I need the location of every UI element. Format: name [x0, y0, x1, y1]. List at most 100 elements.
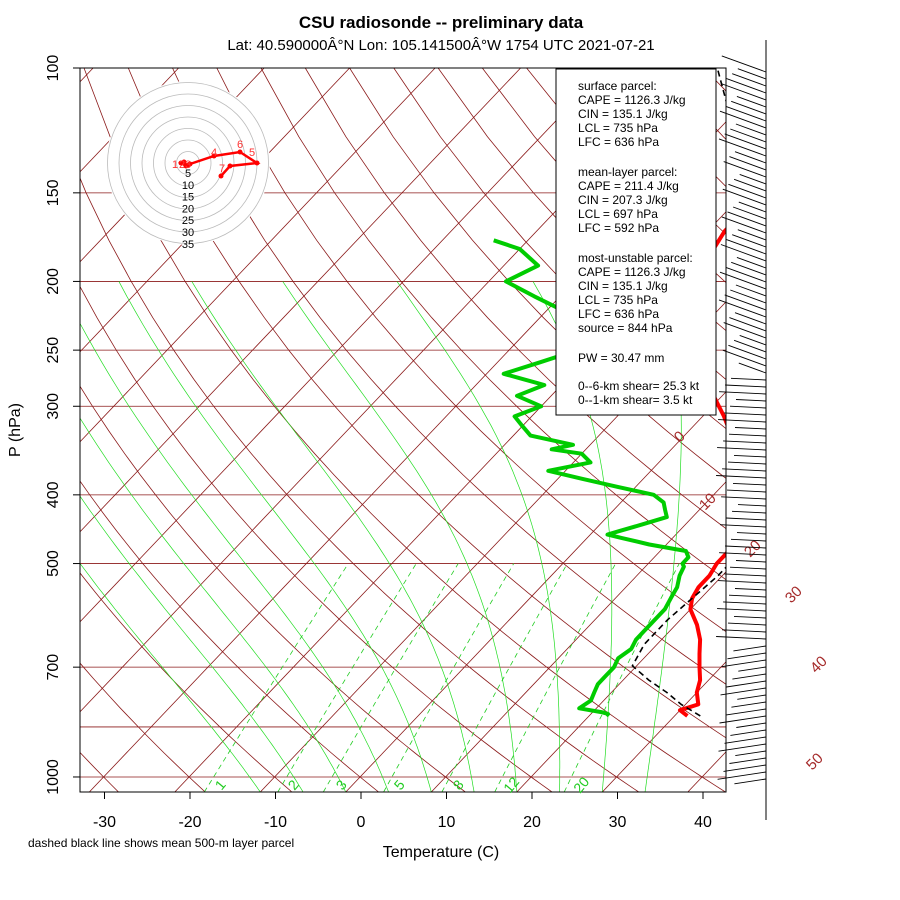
- isotherm-label: 40: [807, 653, 831, 677]
- wind-barb: [721, 55, 767, 73]
- moist-adiabat-line: [191, 281, 475, 792]
- wind-barb: [725, 708, 767, 716]
- dry-adiabat-line: [83, 68, 726, 792]
- mixing-ratio-line: [383, 563, 515, 792]
- surface-lfc: LFC = 636 hPa: [578, 135, 659, 149]
- dry-adiabat-line: [260, 68, 726, 581]
- wind-barb: [726, 239, 767, 255]
- hodograph-point-label: 6: [237, 139, 243, 151]
- wind-barb: [716, 636, 767, 640]
- wind-barb: [720, 83, 767, 101]
- precipitable-water: PW = 30.47 mm: [578, 351, 664, 365]
- wind-barb: [730, 289, 767, 304]
- wind-barb: [738, 362, 767, 374]
- x-tick-label: -10: [264, 814, 287, 831]
- wind-barb: [716, 475, 767, 479]
- wind-barb: [732, 73, 767, 87]
- wind-barb: [734, 427, 767, 430]
- wind-barb: [732, 482, 767, 486]
- wind-barb: [720, 244, 767, 262]
- isotherm-line: [431, 481, 726, 792]
- wind-barb: [728, 183, 767, 199]
- wind-barb: [724, 294, 767, 311]
- mixing-ratio-line: [441, 563, 568, 792]
- mean-layer-title: mean-layer parcel:: [578, 165, 677, 179]
- wind-barb: [732, 234, 767, 248]
- y-axis: 100 150 200 250 300 400 500 700 1000: [45, 55, 80, 795]
- x-tick-label: 10: [438, 814, 456, 831]
- wind-barb: [719, 110, 767, 129]
- wind-barb: [735, 750, 767, 757]
- hodograph-point-label: 2: [179, 159, 185, 171]
- dry-adiabat-line: [80, 177, 639, 792]
- isotherm-line: [80, 68, 607, 623]
- hodograph-ring-label: 5: [185, 168, 191, 180]
- wind-barb: [720, 524, 767, 528]
- wind-barb: [735, 560, 767, 563]
- wind-barb: [719, 391, 767, 395]
- chart-title: CSU radiosonde -- preliminary data: [299, 13, 584, 32]
- wind-barb: [725, 545, 767, 549]
- hodograph-point: [187, 161, 193, 167]
- wind-barb: [734, 778, 767, 785]
- wind-barb: [727, 461, 767, 465]
- dry-adiabat-line: [80, 480, 379, 792]
- x-tick-label: 20: [523, 814, 541, 831]
- wind-barb: [728, 344, 767, 360]
- wind-barbs: [716, 40, 767, 820]
- wind-barb: [728, 433, 767, 437]
- wind-barb: [729, 317, 767, 332]
- moist-adiabat-line: [80, 417, 347, 792]
- mean-layer-lfc: LFC = 592 hPa: [578, 221, 659, 235]
- wind-barb: [730, 729, 767, 736]
- hodograph-point: [227, 163, 233, 169]
- isotherm-line: [516, 571, 726, 792]
- hodograph-ring-label: 10: [182, 180, 194, 192]
- moist-adiabat-line: [118, 281, 432, 792]
- hodograph-ring: [176, 151, 200, 175]
- wind-barb: [724, 133, 767, 150]
- wind-barb: [722, 629, 767, 633]
- dry-adiabat-line: [748, 68, 900, 792]
- x-tick-label: -20: [178, 814, 201, 831]
- wind-barb: [724, 736, 767, 744]
- mixing-ratio-line: [322, 563, 459, 792]
- isotherm-line: [687, 751, 726, 792]
- mixing-ratio-label: 2: [285, 777, 302, 793]
- y-tick-label: 100: [45, 55, 62, 82]
- wind-barb: [737, 504, 767, 507]
- wind-barb: [724, 412, 767, 416]
- moist-adiabat-line: [282, 281, 518, 792]
- hodograph-ring-label: 25: [182, 215, 194, 227]
- wind-barb: [735, 399, 767, 402]
- wind-barb: [723, 764, 767, 772]
- x-tick-label: -30: [93, 814, 116, 831]
- hodograph-trace: [178, 150, 261, 177]
- wind-barb: [722, 349, 767, 367]
- wind-barb: [730, 128, 767, 143]
- isotherm-line: [602, 661, 726, 792]
- most-unstable-source: source = 844 hPa: [578, 321, 673, 335]
- hodograph-ring: [153, 128, 223, 198]
- hodograph-point: [237, 149, 243, 155]
- mixing-ratio-line: [277, 563, 417, 792]
- y-tick-label: 300: [45, 393, 62, 420]
- y-tick-label: 700: [45, 654, 62, 681]
- wind-barb: [725, 517, 767, 521]
- wind-barb: [717, 771, 767, 780]
- hodograph-point-label: 3: [185, 159, 191, 171]
- wind-barb: [729, 566, 767, 570]
- hodograph-ring-label: 15: [182, 192, 194, 204]
- isotherm-line: [345, 391, 726, 792]
- most-unstable-lfc: LFC = 636 hPa: [578, 307, 659, 321]
- y-tick-label: 250: [45, 337, 62, 364]
- dry-adiabat-line: [80, 385, 466, 792]
- wind-barb: [732, 206, 767, 220]
- wind-barb: [723, 161, 767, 178]
- wind-barb: [718, 743, 767, 752]
- surface-cape: CAPE = 1126.3 J/kg: [578, 93, 686, 107]
- wind-barb: [722, 468, 767, 472]
- wind-barb: [725, 384, 767, 388]
- wind-barb: [730, 538, 767, 542]
